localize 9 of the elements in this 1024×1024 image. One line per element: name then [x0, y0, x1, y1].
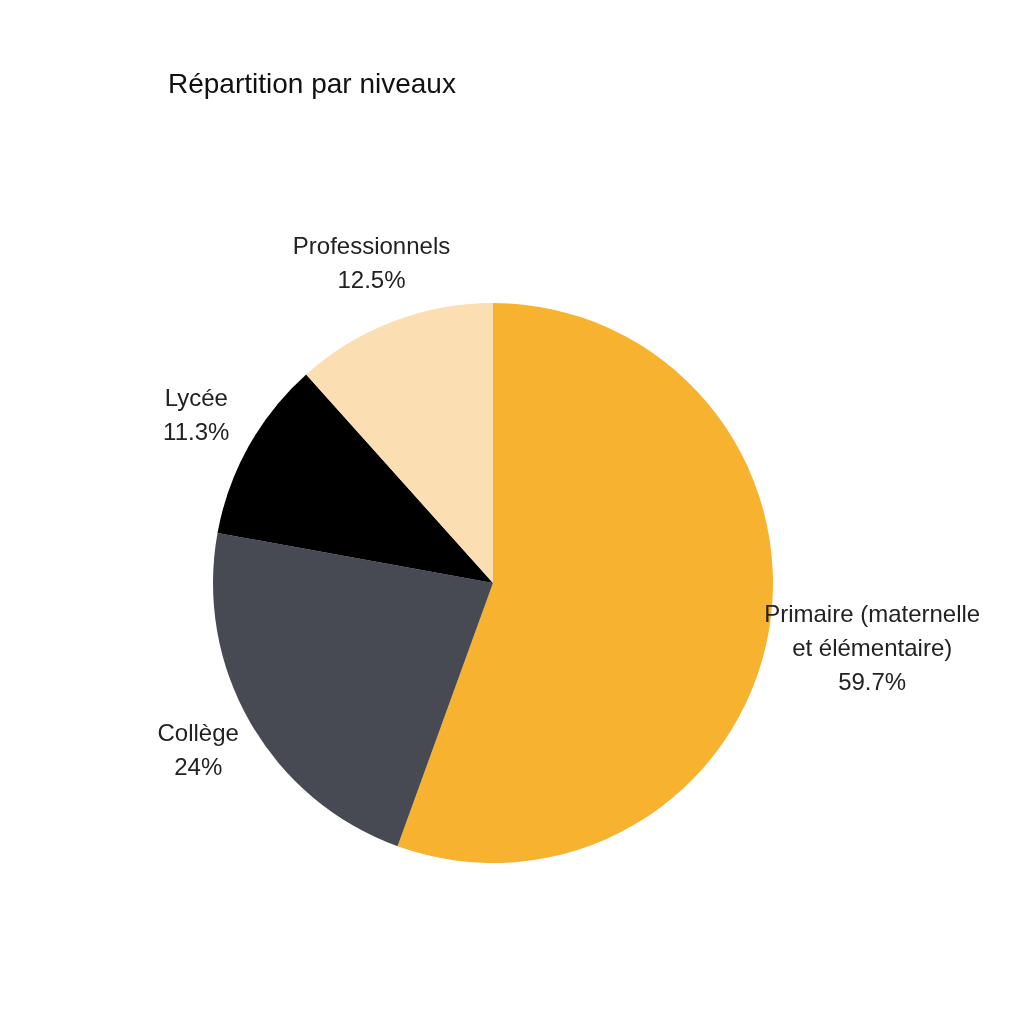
chart-title: Répartition par niveaux — [168, 68, 456, 100]
pie-slice — [306, 303, 493, 583]
data-label: 11.3% — [163, 418, 230, 446]
data-label: 24% — [174, 753, 223, 781]
slice-label: Lycée — [164, 384, 228, 412]
data-label: 12.5% — [337, 266, 406, 294]
slice-label: Collège — [157, 719, 239, 747]
slice-label: Professionnels — [292, 232, 451, 260]
data-label: 59.7% — [838, 667, 907, 695]
